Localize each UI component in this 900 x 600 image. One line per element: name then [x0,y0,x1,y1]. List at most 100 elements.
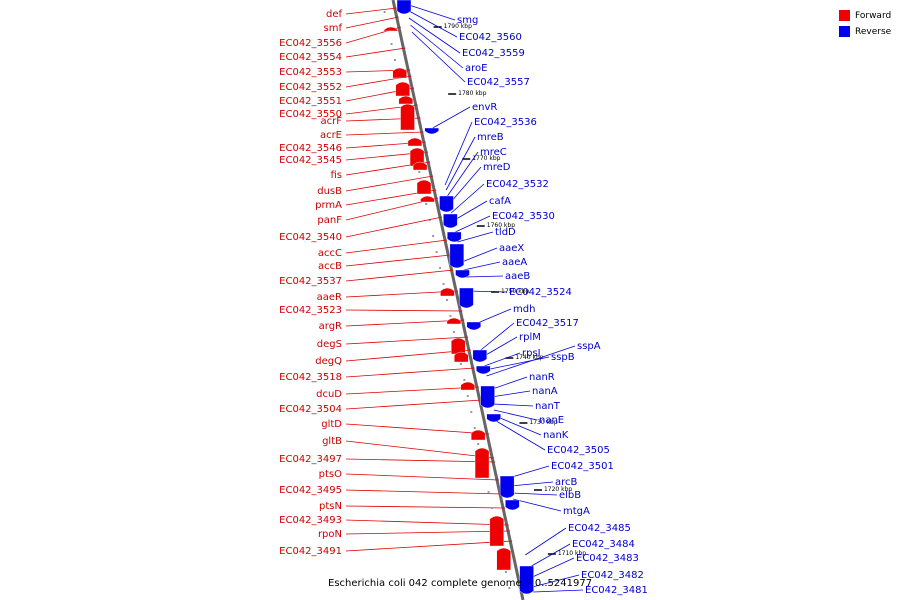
forward-gene-label: dusB [317,186,342,197]
forward-gene-leader-line [345,319,465,327]
forward-gene-leader-line [345,7,397,15]
reverse-gene-label: aaeX [499,243,524,254]
reverse-gene-label: mreB [477,132,504,143]
genome-axis [391,0,525,600]
forward-gene-leader-line [345,309,463,312]
reverse-gene-label: tldD [495,227,516,238]
reverse-gene-leader-line [532,574,580,588]
reverse-gene-label: cafA [489,196,511,207]
forward-gene-feature [392,67,407,79]
forward-gene-label: EC042_3556 [279,38,342,49]
forward-gene-label: EC042_3518 [279,372,342,383]
forward-gene-label: acrE [320,130,342,141]
forward-gene-leader-line [345,254,451,267]
scale-tick-label: 1710 kbp [558,550,586,557]
reverse-gene-leader-line [496,420,546,451]
forward-gene-feature [400,103,415,131]
forward-gene-leader-line [345,175,434,192]
reverse-gene-label: EC042_3482 [581,570,644,581]
reverse-gene-label: nanK [543,430,569,441]
forward-gene-label: EC042_3551 [279,96,342,107]
reverse-gene-label: EC042_3530 [492,211,555,222]
scale-tick-label: 1730 kbp [529,419,557,426]
reverse-gene-leader-line [445,136,476,191]
reverse-gene-label: EC042_3517 [516,318,579,329]
reverse-gene-leader-line [455,215,491,233]
reverse-gene-label: EC042_3485 [568,523,631,534]
forward-gene-label: EC042_3491 [279,546,342,557]
reverse-gene-leader-line [457,231,494,243]
reverse-gene-leader-line [480,322,515,351]
reverse-gene-label: EC042_3483 [576,553,639,564]
forward-gene-feature [470,429,486,441]
forward-gene-feature [409,147,425,167]
forward-gene-leader-line [345,473,500,481]
forward-gene-leader-line [345,458,496,463]
forward-gene-label: EC042_3553 [279,67,342,78]
reverse-gene-leader-line [405,3,456,21]
reverse-gene-feature [466,321,481,331]
reverse-gene-label: aaeA [502,257,527,268]
forward-gene-label: argR [319,321,342,332]
reverse-gene-leader-line [475,308,512,325]
reverse-gene-label: EC042_3484 [572,539,635,550]
forward-swatch [839,10,850,21]
reverse-gene-leader-line [484,352,521,367]
reverse-gene-feature [519,565,534,595]
reverse-gene-label: EC042_3532 [486,179,549,190]
forward-gene-label: EC042_3493 [279,515,342,526]
legend-reverse: Reverse [839,24,900,39]
reverse-gene-label: arcB [555,477,578,488]
forward-gene-feature [407,137,423,147]
genome-caption: Escherichia coli 042 complete genome. - … [328,578,593,589]
reverse-gene-leader-line [485,356,550,371]
scale-tick-label: 1790 kbp [444,23,472,30]
reverse-gene-feature [476,365,491,375]
reverse-gene-label: EC042_3501 [551,461,614,472]
forward-gene-label: def [326,9,343,20]
forward-gene-leader-line [345,336,469,345]
reverse-gene-label: nanR [529,372,555,383]
forward-gene-leader-line [345,269,454,282]
forward-gene-feature [416,179,432,195]
legend-forward: Forward [839,8,900,23]
reverse-gene-leader-line [482,336,518,358]
reverse-gene-leader-line [530,557,575,579]
reverse-gene-label: elbB [559,490,581,501]
reverse-gene-label: envR [472,102,497,113]
reverse-gene-feature [449,243,465,269]
reverse-gene-feature [396,0,412,15]
forward-gene-leader-line [345,239,448,254]
reverse-gene-feature [480,385,495,409]
forward-gene-label: smf [324,23,343,34]
reverse-gene-label: EC042_3481 [585,585,648,596]
reverse-gene-label: EC042_3559 [462,48,525,59]
forward-gene-label: EC042_3552 [279,82,342,93]
forward-gene-leader-line [345,47,406,58]
reverse-gene-leader-line [510,481,554,487]
forward-gene-feature [383,26,399,32]
legend-forward-label: Forward [855,10,892,21]
forward-gene-label: gltB [322,436,342,447]
forward-gene-label: EC042_3546 [279,143,342,154]
reverse-gene-leader-line [508,465,550,479]
reverse-gene-label: sspA [577,341,601,352]
reverse-gene-leader-line [490,390,531,398]
reverse-gene-label: rpsI [522,348,541,359]
reverse-gene-leader-line [432,106,471,129]
reverse-gene-leader-line [525,527,567,556]
reverse-gene-leader-line [447,151,479,197]
reverse-gene-leader-line [452,200,488,222]
reverse-gene-leader-line [408,17,461,54]
reverse-gene-label: EC042_3536 [474,117,537,128]
forward-gene-leader-line [345,519,509,526]
forward-gene-label: rpoN [318,529,342,540]
reverse-gene-feature [439,195,454,213]
reverse-gene-feature [505,499,520,511]
reverse-gene-feature [455,269,470,279]
reverse-gene-label: nanE [539,415,564,426]
reverse-gene-leader-line [511,492,558,496]
forward-gene-label: EC042_3545 [279,155,342,166]
forward-gene-feature [395,81,410,97]
forward-gene-label: EC042_3497 [279,454,342,465]
